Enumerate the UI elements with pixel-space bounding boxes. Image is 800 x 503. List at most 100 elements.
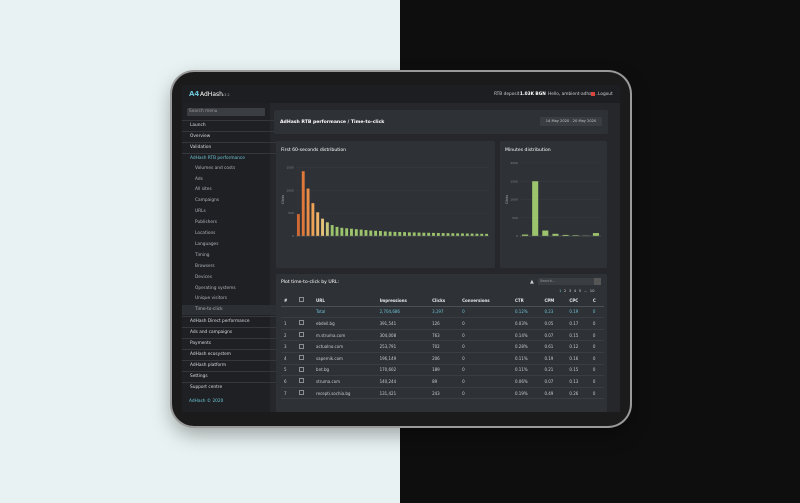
sidebar: Search menu Launch Overview Validation AdHa… bbox=[182, 103, 282, 412]
bar bbox=[446, 233, 450, 236]
bar bbox=[398, 231, 402, 236]
export-icon[interactable]: ▲ bbox=[530, 279, 534, 285]
page-link[interactable]: 10 bbox=[589, 288, 595, 293]
header-row: # URL Impressions Clicks Conversions CTR CPM CP… bbox=[281, 295, 604, 307]
column-header[interactable]: C bbox=[589, 295, 604, 307]
column-header[interactable]: # bbox=[281, 295, 296, 307]
cell: 0 bbox=[459, 317, 512, 330]
bar bbox=[451, 233, 455, 236]
menu-item[interactable]: Campaigns bbox=[195, 198, 220, 204]
column-header[interactable]: CPC bbox=[566, 295, 590, 307]
row-select bbox=[295, 364, 314, 377]
menu-item[interactable]: Ads and campaigns bbox=[182, 327, 276, 338]
menu-item[interactable]: Ads bbox=[195, 176, 203, 182]
checkbox[interactable] bbox=[298, 355, 304, 361]
column-header[interactable]: CPM bbox=[541, 295, 567, 307]
menu-item[interactable]: Launch bbox=[182, 120, 276, 131]
menu-item[interactable]: Publishers bbox=[195, 220, 217, 226]
menu-item[interactable]: Overview bbox=[182, 130, 276, 142]
bar bbox=[456, 233, 460, 236]
checkbox[interactable] bbox=[298, 390, 304, 396]
checkbox[interactable] bbox=[298, 366, 304, 372]
page-link[interactable]: 1 bbox=[559, 288, 562, 293]
column-header[interactable]: Impressions bbox=[376, 295, 430, 307]
menu-item[interactable]: Operating systems bbox=[195, 285, 236, 291]
checkbox[interactable] bbox=[298, 332, 304, 338]
row-select bbox=[295, 352, 314, 365]
logout-icon bbox=[591, 91, 595, 96]
cell: 189 bbox=[429, 364, 460, 377]
logo: AdHash bbox=[200, 90, 223, 98]
logout[interactable]: Logout bbox=[598, 92, 613, 97]
bar bbox=[552, 233, 559, 236]
page-link[interactable]: 4 bbox=[573, 288, 577, 293]
cell: 0.28% bbox=[511, 340, 542, 353]
page-link[interactable]: 5 bbox=[578, 288, 582, 293]
cell: m.struma.com bbox=[313, 329, 377, 342]
checkbox[interactable] bbox=[298, 320, 304, 326]
menu-item[interactable]: Browsers bbox=[195, 263, 215, 269]
menu-item[interactable]: Unique visitors bbox=[195, 296, 228, 302]
checkbox[interactable] bbox=[298, 343, 304, 349]
cell: 126 bbox=[429, 317, 460, 330]
bar bbox=[364, 230, 368, 236]
menu-item[interactable]: Validation bbox=[182, 141, 276, 153]
y-axis-label: Clicks bbox=[505, 195, 509, 205]
cell: bnt.bg bbox=[313, 364, 377, 377]
menu-item[interactable]: Time-to-click bbox=[182, 305, 282, 315]
y-tick-label: 0 bbox=[516, 234, 518, 238]
menu-item[interactable]: Support centre bbox=[182, 381, 276, 393]
bar bbox=[572, 235, 579, 236]
cell: 131,421 bbox=[376, 387, 430, 400]
page-link[interactable]: ... bbox=[583, 288, 588, 293]
y-tick-label: 0 bbox=[292, 234, 294, 238]
cell: 2,704,686 bbox=[376, 306, 430, 319]
menu-item[interactable]: Timing bbox=[195, 252, 210, 258]
bar bbox=[354, 229, 358, 236]
search-button[interactable] bbox=[594, 278, 601, 285]
chart-title: First 60-seconds distribution bbox=[281, 147, 346, 153]
menu-item[interactable]: All sites bbox=[195, 187, 212, 193]
chart: First 60-seconds distribution 0 500 1000 150… bbox=[281, 147, 489, 238]
page-link[interactable]: 2 bbox=[563, 288, 567, 293]
menu-item[interactable]: AdHash Direct performance bbox=[182, 316, 276, 327]
column-header[interactable]: URL bbox=[313, 295, 377, 307]
menu-item[interactable]: AdHash RTB performance bbox=[182, 152, 276, 164]
table-search[interactable]: Search... bbox=[538, 278, 594, 285]
cell: 0 bbox=[459, 306, 512, 319]
menu-item[interactable]: Payments bbox=[182, 338, 276, 349]
column-header[interactable]: CTR bbox=[511, 295, 542, 307]
date-range[interactable]: 14 May 2020 - 20 May 2020 bbox=[540, 117, 602, 126]
cell: 0 bbox=[589, 352, 604, 365]
cell: 0 bbox=[589, 317, 604, 330]
menu-item[interactable]: Settings bbox=[182, 370, 276, 382]
page-link[interactable]: 3 bbox=[568, 288, 572, 293]
menu-item[interactable]: Languages bbox=[195, 241, 219, 247]
menu-item[interactable]: Locations bbox=[195, 231, 216, 236]
cell: 0 bbox=[459, 352, 512, 365]
chart-panel: Minutes distribution 0 500 1000 1500 2000 Clic… bbox=[500, 141, 607, 268]
column-header[interactable]: Conversions bbox=[459, 295, 512, 307]
chart-title: Minutes distribution bbox=[505, 147, 551, 153]
cell: 391,541 bbox=[376, 317, 430, 330]
menu-item[interactable]: Devices bbox=[195, 274, 212, 280]
bar bbox=[485, 233, 489, 236]
checkbox[interactable] bbox=[298, 297, 304, 303]
column-header[interactable]: Clicks bbox=[429, 295, 460, 307]
breadcrumb-panel: AdHash RTB performance / Time-to-click 1… bbox=[274, 110, 608, 134]
cell: 0 bbox=[459, 387, 512, 400]
menu-item[interactable]: AdHash ecosystem bbox=[182, 348, 276, 360]
table-row: 7 recepti.sochia.bg 131,421 243 0 0.19% 0.49 0.… bbox=[281, 387, 604, 400]
menu-item[interactable]: URLs bbox=[195, 209, 206, 215]
cell: 0.19 bbox=[566, 306, 590, 319]
cell: 0 bbox=[589, 306, 604, 319]
bar bbox=[316, 212, 320, 236]
cell: 304,008 bbox=[376, 329, 430, 342]
cell: 0 bbox=[589, 340, 604, 353]
checkbox[interactable] bbox=[298, 378, 304, 384]
menu-item[interactable]: AdHash platform bbox=[182, 359, 276, 371]
greeting: Hello, ambient-adhas... bbox=[548, 92, 599, 97]
menu-search[interactable]: Search menu bbox=[187, 108, 265, 116]
menu-item[interactable]: Volumes and costs bbox=[195, 165, 236, 171]
row-number bbox=[281, 306, 296, 319]
